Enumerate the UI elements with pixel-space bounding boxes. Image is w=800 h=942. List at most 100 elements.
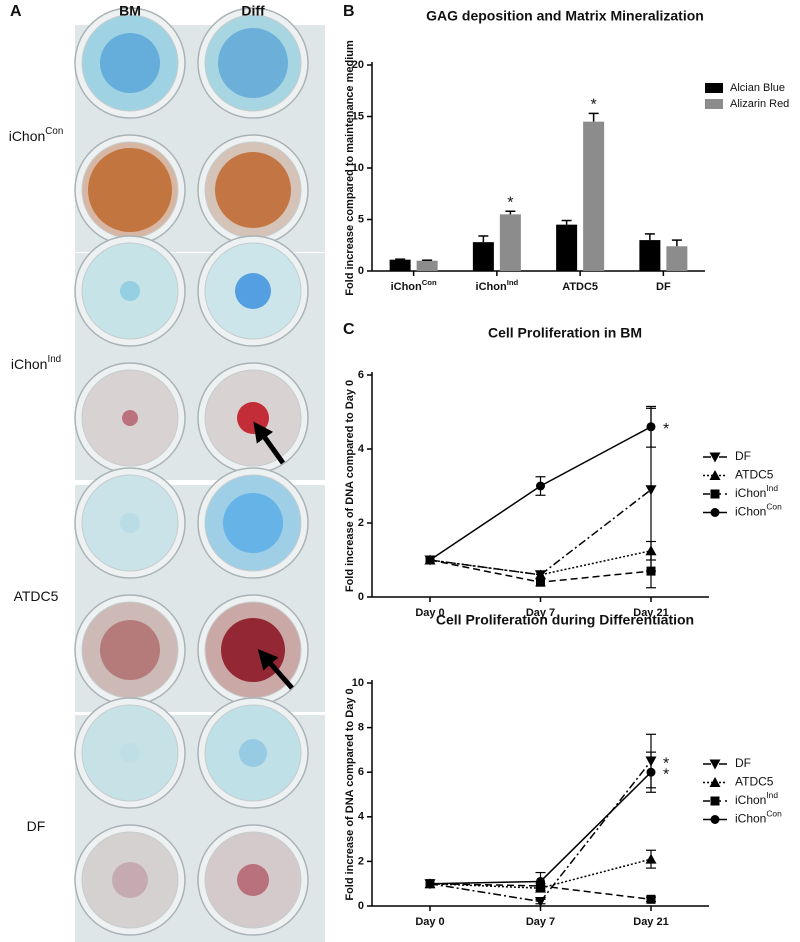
legend-label: iChonInd: [735, 483, 778, 500]
stain: [239, 739, 267, 767]
x-tick-label: Day 7: [526, 607, 555, 619]
chart-title: GAG deposition and Matrix Mineralization: [426, 8, 704, 24]
x-tick-label: iChonCon: [391, 278, 437, 293]
point: [425, 555, 435, 565]
x-tick-label: ATDC5: [562, 281, 598, 293]
bar: [639, 240, 661, 271]
legend-marker: [709, 452, 721, 463]
significance: *: [663, 421, 669, 438]
x-tick-label: Day 7: [526, 916, 555, 928]
y-tick-label: 8: [358, 722, 364, 734]
stain: [100, 33, 160, 93]
panel-label: C: [343, 321, 355, 338]
y-tick-label: 0: [358, 591, 364, 603]
y-tick-label: 2: [358, 517, 364, 529]
stain: [215, 152, 291, 228]
arrow: [253, 421, 286, 465]
row-label: iChonInd: [11, 354, 61, 372]
legend-label: DF: [735, 449, 751, 463]
bar: [499, 214, 521, 271]
legend-label: ATDC5: [735, 775, 774, 789]
legend-marker: [710, 489, 720, 499]
point: [536, 577, 545, 587]
panel-label: A: [10, 3, 22, 20]
chart: Cell Proliferation in BM Fold increase of…: [344, 325, 782, 619]
y-axis-label: Fold increase compared to maintenance me…: [344, 40, 356, 296]
legend-label-sup: Ind: [766, 483, 778, 493]
legend-label: Alcian Blue: [730, 82, 785, 94]
legend-label-base: iChon: [735, 812, 766, 826]
legend-marker: [710, 508, 720, 517]
x-tick-label: Day 0: [415, 607, 444, 619]
legend-swatch: [705, 99, 723, 109]
y-tick-label: 4: [358, 811, 365, 823]
legend-marker: [709, 470, 721, 480]
x-tick-label: Day 21: [633, 607, 668, 619]
x-tick-label: DF: [656, 281, 671, 293]
stain: [235, 273, 271, 309]
legend-swatch: [705, 83, 723, 93]
legend-label: iChonCon: [735, 809, 782, 826]
y-tick-label: 0: [358, 265, 364, 277]
arrow: [257, 648, 294, 690]
bar: [556, 224, 578, 271]
row-label: iChonCon: [9, 126, 64, 144]
legend-label-base: iChon: [735, 505, 766, 519]
line: [429, 489, 652, 576]
chart-title: Cell Proliferation in BM: [488, 325, 642, 341]
point: [425, 879, 435, 889]
charts: GAG deposition and Matrix Mineralization…: [344, 8, 789, 928]
chart-title: Cell Proliferation during Differentiatio…: [436, 612, 694, 628]
row-label-base: iChon: [11, 356, 48, 372]
point: [646, 422, 656, 432]
row-label-sup: Ind: [47, 354, 61, 365]
legend-label-sup: Con: [766, 502, 782, 512]
y-tick-label: 0: [358, 900, 364, 912]
point: [645, 853, 657, 864]
y-tick-label: 4: [358, 443, 365, 455]
x-tick-label: iChonInd: [476, 278, 519, 293]
x-tick-label-base: iChon: [476, 281, 507, 293]
x-tick-label: Day 21: [633, 916, 668, 928]
stain: [237, 864, 269, 896]
bar: [416, 260, 438, 271]
legend-label-base: iChon: [735, 793, 766, 807]
row-label-sup: Con: [45, 126, 63, 137]
stain: [237, 402, 269, 434]
stain: [120, 281, 140, 301]
x-tick-label-base: ATDC5: [562, 281, 598, 293]
legend-label-sup: Con: [766, 809, 782, 819]
significance: *: [663, 755, 669, 772]
row-label-base: DF: [27, 818, 46, 834]
bar: [472, 242, 494, 271]
legend-marker: [710, 815, 720, 824]
y-axis-label: Fold increase of DNA compared to Day 0: [344, 688, 356, 900]
legend-label: ATDC5: [735, 468, 774, 482]
legend-marker: [710, 796, 720, 806]
point: [646, 566, 656, 576]
y-tick-label: 20: [352, 59, 364, 71]
bar: [583, 121, 605, 272]
row-label: ATDC5: [14, 588, 59, 604]
stain: [112, 862, 148, 898]
row-label-base: ATDC5: [14, 588, 59, 604]
legend-marker: [709, 759, 721, 770]
row-label: DF: [27, 818, 46, 834]
y-tick-label: 10: [352, 677, 364, 689]
chart: GAG deposition and Matrix Mineralization…: [344, 8, 789, 296]
column-label: Diff: [241, 3, 265, 19]
y-tick-label: 15: [352, 110, 364, 122]
y-tick-label: 10: [352, 162, 364, 174]
point: [536, 481, 545, 491]
point: [535, 897, 546, 908]
bar: [666, 246, 688, 271]
point: [645, 545, 657, 556]
point: [646, 894, 656, 904]
x-tick-label-base: iChon: [391, 281, 422, 293]
chart: Cell Proliferation during Differentiatio…: [344, 612, 782, 928]
x-tick-label-sup: Con: [422, 278, 437, 287]
stain: [120, 513, 140, 533]
